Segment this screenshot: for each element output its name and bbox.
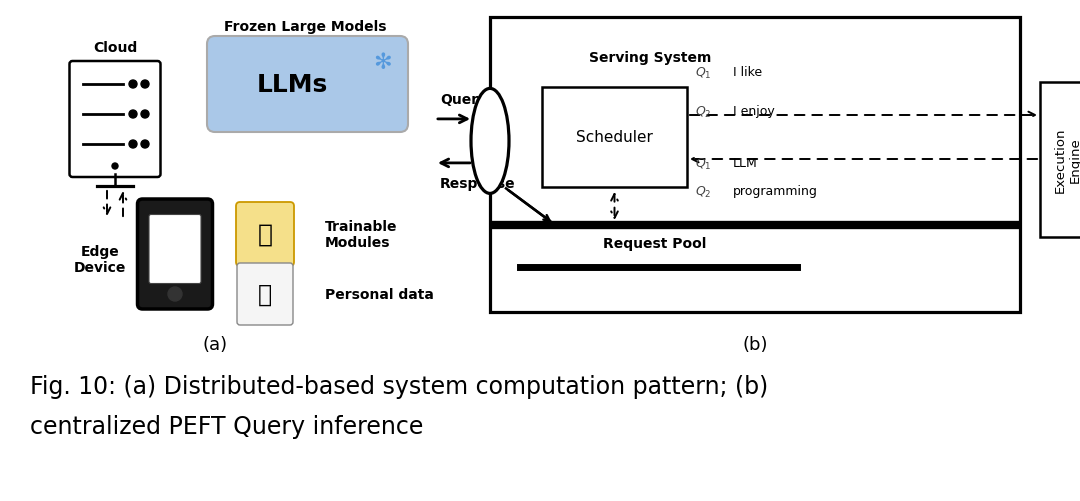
Text: I enjoy: I enjoy bbox=[733, 105, 774, 118]
FancyBboxPatch shape bbox=[69, 62, 161, 178]
Text: Scheduler: Scheduler bbox=[576, 130, 653, 145]
Text: Execution
Engine: Execution Engine bbox=[1053, 127, 1080, 193]
Circle shape bbox=[129, 81, 137, 89]
Circle shape bbox=[168, 288, 183, 302]
Text: Query: Query bbox=[440, 93, 487, 107]
Circle shape bbox=[141, 111, 149, 119]
Text: (b): (b) bbox=[742, 335, 768, 353]
FancyBboxPatch shape bbox=[237, 264, 293, 325]
FancyBboxPatch shape bbox=[149, 215, 201, 284]
Text: $Q_1$: $Q_1$ bbox=[696, 65, 712, 80]
Text: Fig. 10: (a) Distributed-based system computation pattern; (b): Fig. 10: (a) Distributed-based system co… bbox=[30, 374, 768, 398]
Text: ✻: ✻ bbox=[373, 53, 391, 73]
Text: programming: programming bbox=[733, 185, 818, 198]
FancyBboxPatch shape bbox=[490, 18, 1020, 313]
FancyBboxPatch shape bbox=[207, 37, 408, 133]
Text: 🔥: 🔥 bbox=[257, 222, 272, 246]
Text: Edge
Device: Edge Device bbox=[73, 244, 126, 275]
Text: Personal data: Personal data bbox=[325, 288, 434, 302]
Ellipse shape bbox=[471, 89, 509, 194]
Text: $Q_1$: $Q_1$ bbox=[696, 156, 712, 171]
Circle shape bbox=[129, 141, 137, 149]
Circle shape bbox=[112, 164, 118, 170]
Text: 📋: 📋 bbox=[258, 283, 272, 307]
FancyBboxPatch shape bbox=[1040, 83, 1080, 237]
Text: LLM: LLM bbox=[733, 157, 758, 170]
Text: Frozen Large Models: Frozen Large Models bbox=[224, 20, 387, 34]
Circle shape bbox=[129, 111, 137, 119]
Text: $Q_2$: $Q_2$ bbox=[696, 104, 712, 119]
Text: Response: Response bbox=[440, 176, 515, 190]
Text: I like: I like bbox=[733, 66, 762, 79]
FancyBboxPatch shape bbox=[137, 199, 213, 310]
Text: LLMs: LLMs bbox=[257, 73, 328, 97]
Text: Serving System: Serving System bbox=[589, 51, 712, 65]
FancyBboxPatch shape bbox=[237, 202, 294, 267]
Text: Trainable
Modules: Trainable Modules bbox=[325, 219, 397, 249]
Text: Cloud: Cloud bbox=[93, 41, 137, 55]
Text: $Q_2$: $Q_2$ bbox=[696, 184, 712, 199]
Text: Request Pool: Request Pool bbox=[604, 236, 706, 250]
Text: centralized PEFT Query inference: centralized PEFT Query inference bbox=[30, 414, 423, 438]
FancyBboxPatch shape bbox=[542, 88, 687, 188]
Circle shape bbox=[141, 141, 149, 149]
Circle shape bbox=[141, 81, 149, 89]
Text: (a): (a) bbox=[202, 335, 228, 353]
